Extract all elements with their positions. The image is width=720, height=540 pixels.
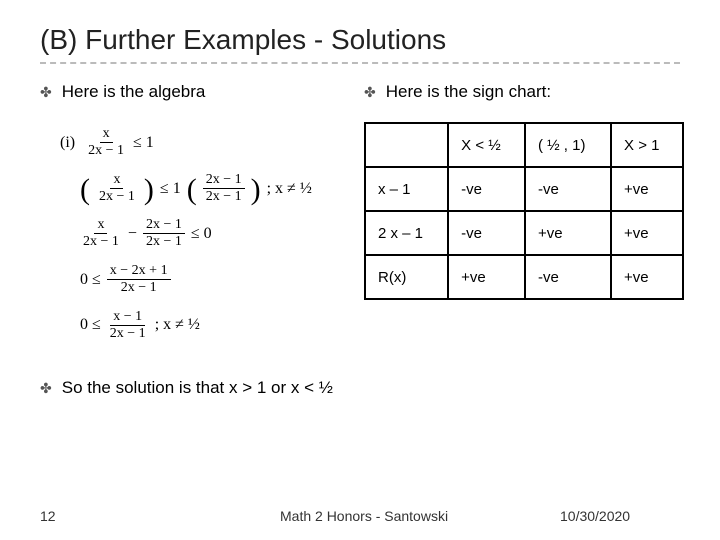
- frac-den: 2x − 1: [107, 326, 149, 341]
- condition: ; x ≠ ½: [267, 168, 312, 210]
- frac-den: 2x − 1: [143, 234, 185, 249]
- algebra-derivation: (i) x2x − 1 ≤ 1 ( x2x − 1 ) ≤ 1 ( 2x − 1…: [60, 122, 340, 346]
- page-number: 12: [40, 508, 220, 524]
- table-row: 2 x – 1 -ve +ve +ve: [365, 211, 683, 255]
- relation: ≤ 1: [133, 122, 154, 164]
- frac-num: 2x − 1: [143, 218, 185, 234]
- table-row: x – 1 -ve -ve +ve: [365, 167, 683, 211]
- table-cell: -ve: [525, 167, 611, 211]
- table-cell: +ve: [611, 211, 683, 255]
- footer-date: 10/30/2020: [560, 508, 680, 524]
- right-bullet-text: Here is the sign chart:: [386, 82, 551, 102]
- frac-den: 2x − 1: [80, 234, 122, 249]
- frac-den: 2x − 1: [85, 143, 127, 158]
- left-column: ✤ Here is the algebra (i) x2x − 1 ≤ 1 ( …: [40, 82, 340, 350]
- table-header: [365, 123, 448, 167]
- table-cell: -ve: [525, 255, 611, 299]
- table-cell: +ve: [525, 211, 611, 255]
- table-header: X > 1: [611, 123, 683, 167]
- frac-num: x: [110, 173, 123, 189]
- left-bullet-text: Here is the algebra: [62, 82, 206, 102]
- bullet-icon: ✤: [40, 380, 52, 397]
- page-title: (B) Further Examples - Solutions: [40, 24, 680, 64]
- roman-numeral: (i): [60, 122, 75, 164]
- relation: ≤ 1: [160, 168, 181, 210]
- solution-text: So the solution is that x > 1 or x < ½: [62, 378, 333, 398]
- table-header: ( ½ , 1): [525, 123, 611, 167]
- table-cell: R(x): [365, 255, 448, 299]
- sign-chart-table: X < ½ ( ½ , 1) X > 1 x – 1 -ve -ve +ve 2…: [364, 122, 684, 300]
- table-cell: +ve: [611, 167, 683, 211]
- frac-den: 2x − 1: [96, 189, 138, 204]
- table-cell: -ve: [448, 167, 525, 211]
- frac-num: x − 2x + 1: [107, 264, 171, 280]
- relation: −: [128, 213, 137, 255]
- table-row: X < ½ ( ½ , 1) X > 1: [365, 123, 683, 167]
- bullet-icon: ✤: [40, 84, 52, 101]
- table-cell: +ve: [448, 255, 525, 299]
- table-row: R(x) +ve -ve +ve: [365, 255, 683, 299]
- footer-center: Math 2 Honors - Santowski: [220, 508, 560, 524]
- relation: 0 ≤: [80, 304, 101, 346]
- bullet-icon: ✤: [364, 84, 376, 101]
- frac-den: 2x − 1: [118, 280, 160, 295]
- table-cell: 2 x – 1: [365, 211, 448, 255]
- relation: 0 ≤: [80, 259, 101, 301]
- frac-num: x: [100, 127, 113, 143]
- table-header: X < ½: [448, 123, 525, 167]
- relation: ≤ 0: [191, 213, 212, 255]
- right-column: ✤ Here is the sign chart: X < ½ ( ½ , 1)…: [364, 82, 684, 350]
- table-cell: +ve: [611, 255, 683, 299]
- slide-footer: 12 Math 2 Honors - Santowski 10/30/2020: [40, 508, 680, 524]
- frac-den: 2x − 1: [203, 189, 245, 204]
- frac-num: 2x − 1: [203, 173, 245, 189]
- table-cell: x – 1: [365, 167, 448, 211]
- frac-num: x: [94, 218, 107, 234]
- table-cell: -ve: [448, 211, 525, 255]
- frac-num: x − 1: [110, 310, 145, 326]
- condition: ; x ≠ ½: [155, 304, 200, 346]
